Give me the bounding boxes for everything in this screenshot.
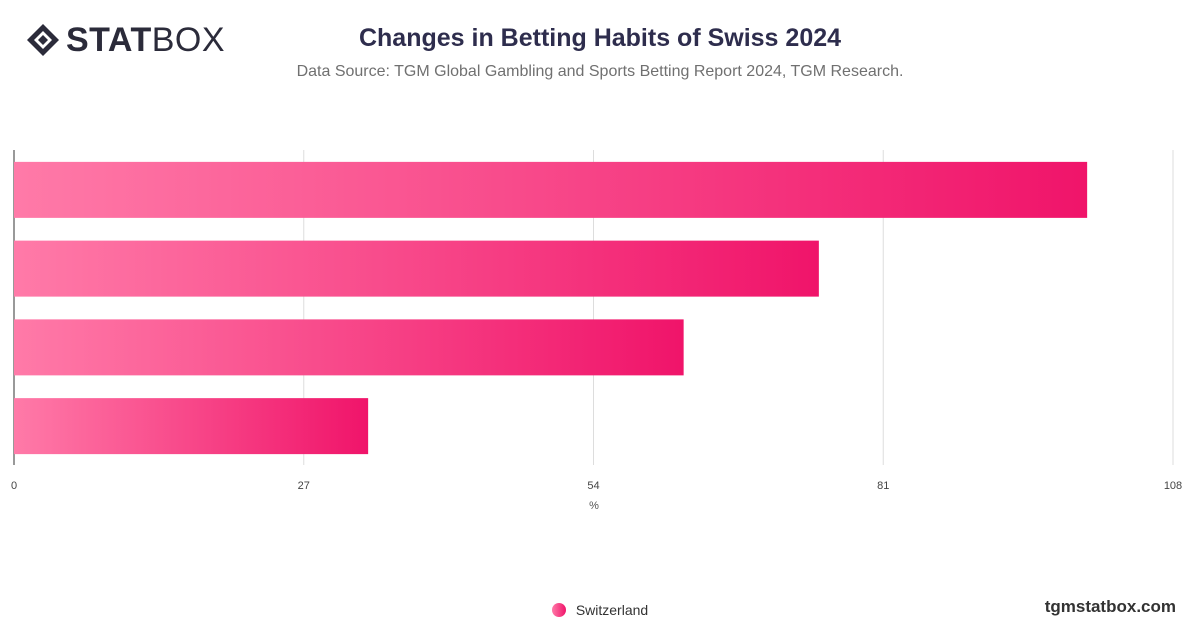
site-url: tgmstatbox.com [1044,597,1176,616]
bar[interactable] [14,161,1088,218]
logo: STATBOX [26,22,225,58]
x-tick-label: 108 [1164,480,1182,492]
x-tick-label: 81 [877,480,889,492]
legend: Switzerland [0,602,1200,618]
statbox-logo-icon [27,24,59,56]
bar[interactable] [14,319,684,376]
x-tick-label: 0 [11,480,17,492]
legend-swatch [551,603,566,617]
x-tick-label: 27 [298,480,310,492]
legend-label: Switzerland [575,602,649,618]
logo-text-light: BOX [151,21,226,59]
bar[interactable] [14,240,819,297]
x-axis-label: % [589,500,599,512]
logo-text: STATBOX [66,22,225,58]
x-tick-label: 54 [587,480,599,492]
logo-text-bold: STAT [66,21,152,59]
chart-subtitle: Data Source: TGM Global Gambling and Spo… [296,63,904,80]
bar[interactable] [14,398,369,455]
chart-title: Changes in Betting Habits of Swiss 2024 [358,24,842,52]
